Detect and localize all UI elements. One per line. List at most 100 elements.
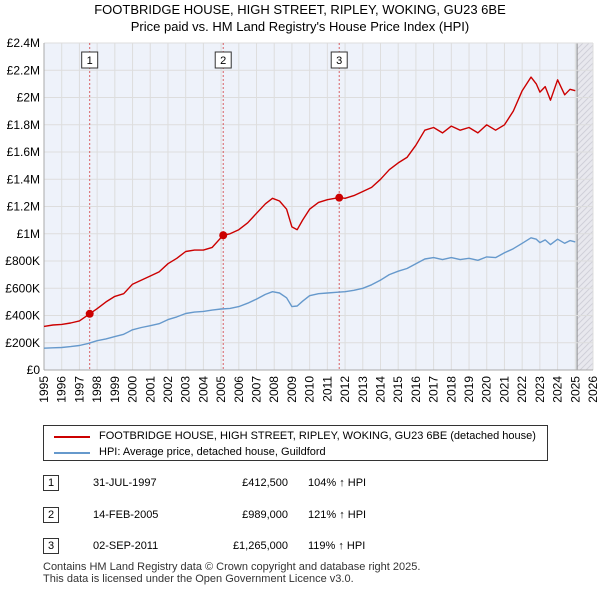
future-hatch <box>577 43 578 44</box>
transaction-price: £412,500 <box>242 477 288 489</box>
transaction-number: 3 <box>43 538 59 554</box>
legend-entry-property: FOOTBRIDGE HOUSE, HIGH STREET, RIPLEY, W… <box>44 429 547 445</box>
future-hatch <box>577 260 593 278</box>
future-hatch <box>577 302 593 320</box>
y-tick-label: £2.4M <box>7 36 40 50</box>
x-tick-label: 2016 <box>409 376 423 403</box>
future-hatch <box>577 248 593 266</box>
future-hatch <box>577 92 593 110</box>
x-tick-label: 2006 <box>232 376 246 403</box>
sale-point <box>85 309 94 318</box>
x-tick-label: 2022 <box>515 376 529 403</box>
future-hatch <box>579 356 593 370</box>
transaction-date: 02-SEP-2011 <box>93 540 159 552</box>
x-tick-label: 2019 <box>462 376 476 403</box>
future-hatch <box>577 236 593 254</box>
x-tick-label: 2014 <box>373 376 387 403</box>
sale-number-label: 1 <box>87 55 93 67</box>
hpi-series-line <box>43 237 576 349</box>
sale-number-label: 3 <box>336 55 342 67</box>
future-hatch <box>577 326 593 344</box>
x-tick-label: 2017 <box>427 376 441 403</box>
transaction-hpi: 121% ↑ HPI <box>308 509 367 521</box>
y-tick-label: £1.8M <box>7 118 40 132</box>
future-hatch <box>577 218 593 236</box>
future-hatch <box>577 104 593 122</box>
property-series-line <box>43 76 576 328</box>
x-tick-label: 2009 <box>285 376 299 403</box>
y-tick-label: £1.6M <box>7 145 40 159</box>
x-tick-label: 2005 <box>214 376 228 403</box>
chart-title-address: FOOTBRIDGE HOUSE, HIGH STREET, RIPLEY, W… <box>94 2 506 17</box>
chart-subtitle: Price paid vs. HM Land Registry's House … <box>130 19 470 34</box>
y-tick-label: £800K <box>5 254 40 268</box>
x-tick-label: 2012 <box>338 376 352 403</box>
future-hatch <box>577 314 593 332</box>
transaction-row: 1 31-JUL-1997 £412,500 104% ↑ HPI <box>43 475 563 495</box>
sale-number-label: 2 <box>220 55 226 67</box>
x-tick-label: 2021 <box>497 376 511 403</box>
x-tick-label: 2002 <box>161 376 175 403</box>
transaction-price: £989,000 <box>242 509 288 521</box>
x-tick-label: 2018 <box>444 376 458 403</box>
future-hatch <box>577 254 593 272</box>
transaction-number: 2 <box>43 507 59 523</box>
y-tick-label: £400K <box>5 309 40 323</box>
y-tick-label: £2.2M <box>7 63 40 77</box>
future-hatch <box>577 80 593 98</box>
x-tick-label: 1999 <box>108 376 122 403</box>
x-tick-label: 2013 <box>356 376 370 403</box>
future-hatch <box>577 332 593 350</box>
x-tick-label: 2024 <box>551 376 565 403</box>
future-hatch <box>577 206 593 224</box>
future-hatch <box>577 290 593 308</box>
y-tick-label: £1.2M <box>7 200 40 214</box>
legend-swatch-red <box>54 436 90 438</box>
y-tick-label: £1M <box>17 227 40 241</box>
future-hatch <box>577 146 593 164</box>
transaction-hpi: 119% ↑ HPI <box>308 540 366 552</box>
future-hatch <box>577 122 593 140</box>
x-tick-label: 2025 <box>568 376 582 403</box>
transaction-date: 14-FEB-2005 <box>93 509 159 521</box>
price-chart: 1 2 3 £0 £200K £400K £600K £800K £1M £1.2M £1.4M £… <box>5 36 600 403</box>
future-hatch <box>577 62 593 80</box>
future-hatch <box>577 134 593 152</box>
x-tick-label: 1995 <box>37 376 51 403</box>
future-hatch <box>585 362 593 370</box>
legend-entry-hpi: HPI: Average price, detached house, Guil… <box>44 445 547 461</box>
x-tick-label: 1996 <box>55 376 69 403</box>
footer-licence: This data is licensed under the Open Gov… <box>43 573 354 585</box>
y-tick-label: £600K <box>5 281 40 295</box>
x-tick-label: 2001 <box>143 376 157 403</box>
future-hatch <box>577 164 593 182</box>
future-hatch <box>577 200 593 218</box>
footer-copyright: Contains HM Land Registry data © Crown c… <box>43 561 421 573</box>
future-hatch <box>577 344 593 362</box>
future-hatch <box>577 266 593 284</box>
sale-point <box>219 231 228 240</box>
chart-legend: FOOTBRIDGE HOUSE, HIGH STREET, RIPLEY, W… <box>43 425 548 461</box>
legend-label-property: FOOTBRIDGE HOUSE, HIGH STREET, RIPLEY, W… <box>99 430 536 442</box>
x-tick-label: 2007 <box>250 376 264 403</box>
y-tick-label: £200K <box>5 336 40 350</box>
future-hatch <box>577 43 590 56</box>
future-hatch <box>577 44 593 62</box>
future-hatch <box>577 86 593 104</box>
future-hatch <box>577 338 593 356</box>
x-tick-label: 2000 <box>126 376 140 403</box>
sale-number-box <box>214 51 232 69</box>
transaction-date: 31-JUL-1997 <box>93 477 157 489</box>
future-hatch <box>577 320 593 338</box>
x-tick-label: 2026 <box>586 376 600 403</box>
x-tick-label: 2004 <box>196 376 210 403</box>
future-hatch <box>577 128 593 146</box>
future-hatch <box>577 74 593 92</box>
sale-point <box>335 193 344 202</box>
future-hatch <box>577 50 593 68</box>
x-tick-label: 2023 <box>533 376 547 403</box>
legend-label-hpi: HPI: Average price, detached house, Guil… <box>99 446 326 458</box>
transaction-row: 3 02-SEP-2011 £1,265,000 119% ↑ HPI <box>43 538 563 558</box>
future-hatch <box>577 308 593 326</box>
future-hatch <box>577 278 593 296</box>
